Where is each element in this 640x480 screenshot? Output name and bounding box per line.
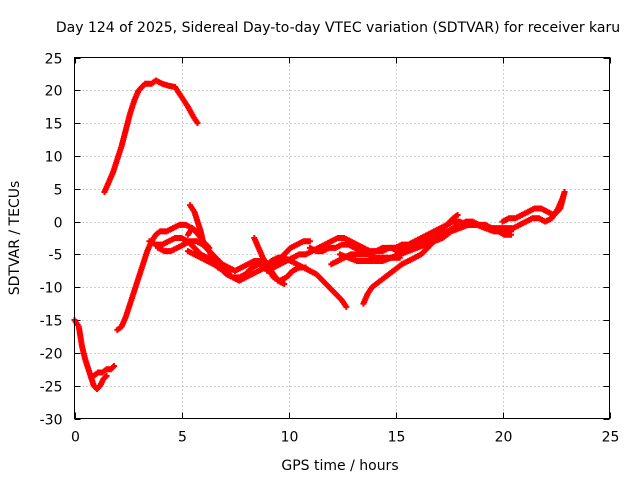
y-tick-label: -5 <box>49 248 63 264</box>
series-arc-3 <box>101 77 201 196</box>
data-point <box>281 280 288 287</box>
y-tick-label: 20 <box>45 84 63 100</box>
x-tick-label: 10 <box>281 430 299 446</box>
x-tick-label: 0 <box>71 430 80 446</box>
data-point <box>306 238 313 245</box>
series-arc-1 <box>71 317 110 392</box>
x-tick-label: 15 <box>388 430 406 446</box>
data-point <box>561 189 568 196</box>
data-point <box>111 362 118 369</box>
y-tick-label: -30 <box>40 413 63 429</box>
data-point <box>508 231 515 238</box>
y-tick-label: 10 <box>45 150 63 166</box>
y-tick-label: -10 <box>40 281 63 297</box>
data-point <box>343 303 350 310</box>
plot-frame <box>74 57 610 419</box>
x-tick-label: 20 <box>495 430 513 446</box>
y-tick-label: -15 <box>40 314 63 330</box>
y-tick-label: -20 <box>40 347 63 363</box>
axis-ticks <box>74 57 611 420</box>
data-point <box>103 372 110 379</box>
series-arc-9 <box>187 202 206 245</box>
x-axis-label: GPS time / hours <box>281 458 398 474</box>
series-arc-2 <box>90 362 118 379</box>
series-arc-4 <box>114 221 213 333</box>
y-tick-label: 5 <box>54 183 63 199</box>
y-axis-label: SDTVAR / TECUs <box>7 181 23 296</box>
y-tick-label: 15 <box>45 117 63 133</box>
data-point <box>194 120 201 127</box>
x-tick-label: 25 <box>602 430 620 446</box>
chart-title: Day 124 of 2025, Sidereal Day-to-day VTE… <box>56 20 620 36</box>
data-point <box>227 267 234 274</box>
series-arc-10 <box>251 235 313 268</box>
y-tick-label: 0 <box>54 216 63 232</box>
series-arc-15 <box>360 218 515 307</box>
plot-area <box>71 77 568 392</box>
y-tick-label: -25 <box>40 380 63 396</box>
x-tick-labels: 0 5 10 15 20 25 <box>71 430 619 446</box>
y-tick-label: 25 <box>45 52 63 68</box>
series-arc-18 <box>503 189 568 235</box>
data-point <box>199 238 206 245</box>
series-arc-16 <box>392 212 461 255</box>
data-point <box>454 212 461 219</box>
y-tick-labels: -30 -25 -20 -15 -10 -5 0 5 10 15 20 25 <box>40 52 63 429</box>
x-tick-label: 5 <box>178 430 187 446</box>
